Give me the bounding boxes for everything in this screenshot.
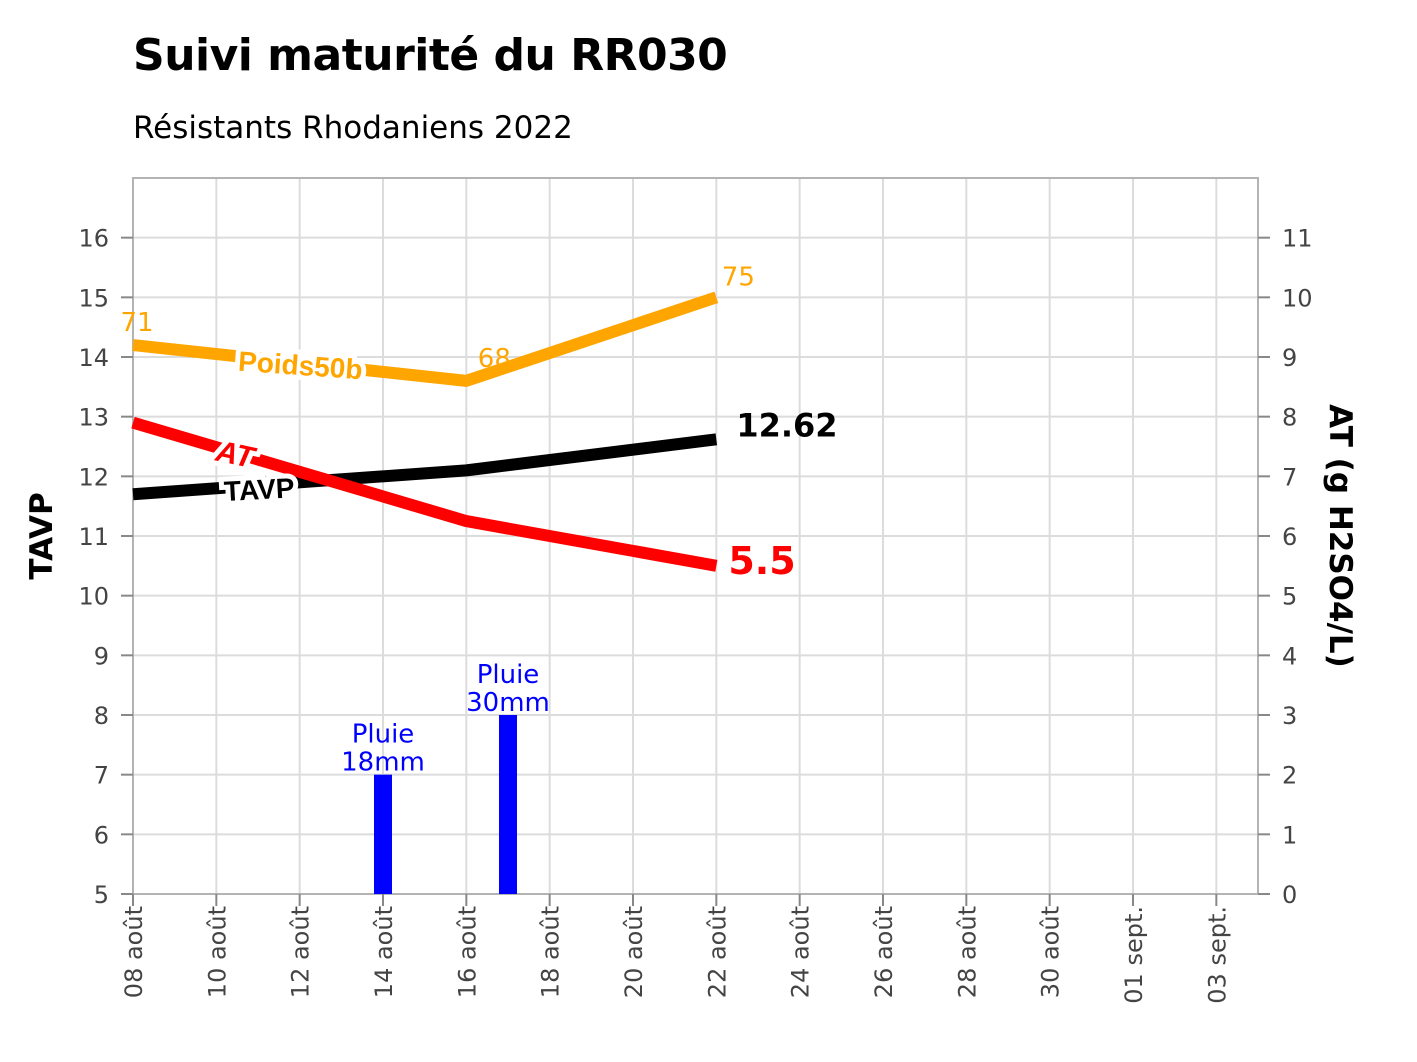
rain-bar (499, 715, 517, 894)
rain-bar (374, 774, 392, 894)
x-tick-label: 14 août (370, 906, 398, 998)
at-end-label: 5.5 (728, 539, 795, 583)
y-left-tick-label: 7 (94, 762, 109, 790)
y-left-tick-label: 8 (94, 702, 109, 730)
rain-bar-label: Pluie (352, 720, 415, 750)
y-left-tick-label: 14 (78, 344, 109, 372)
x-tick-label: 24 août (787, 906, 815, 998)
chart-subtitle: Résistants Rhodaniens 2022 (133, 110, 573, 146)
y-right-tick-label: 2 (1282, 762, 1297, 790)
x-tick-label: 26 août (870, 906, 898, 998)
poids-point-label: 68 (478, 344, 511, 374)
chart-title: Suivi maturité du RR030 (133, 30, 728, 81)
grid-lines (132, 178, 1258, 895)
y-right-tick-label: 1 (1282, 821, 1297, 849)
y-right-tick-label: 6 (1282, 523, 1297, 551)
series-line-tavp (132, 433, 718, 501)
poids-point-label: 71 (120, 308, 153, 338)
series-name-label: Poids50b (237, 346, 363, 386)
y-left-tick-label: 6 (94, 821, 109, 849)
y-left-tick-label: 5 (94, 881, 109, 909)
y-left-tick-label: 11 (78, 523, 109, 551)
x-tick-label: 01 sept. (1120, 906, 1148, 1004)
series-lines (131, 291, 719, 572)
x-tick-label: 08 août (120, 906, 148, 998)
x-tick-label: 22 août (703, 906, 731, 998)
y-left-tick-label: 16 (78, 225, 109, 253)
x-tick-label: 18 août (537, 906, 565, 998)
y-right-tick-label: 8 (1282, 404, 1297, 432)
series-name-label: TAVP (223, 472, 295, 507)
y-left-tick-label: 9 (94, 642, 109, 670)
x-tick-label: 12 août (287, 906, 315, 998)
x-tick-label: 28 août (953, 906, 981, 998)
y-left-tick-label: 10 (78, 583, 109, 611)
y-right-tick-label: 0 (1282, 881, 1297, 909)
y-left-tick-label: 15 (78, 284, 109, 312)
y-right-tick-label: 3 (1282, 702, 1297, 730)
series-name-label: AT (212, 435, 259, 476)
x-tick-label: 10 août (203, 906, 231, 998)
y-right-tick-label: 9 (1282, 344, 1297, 372)
rain-bar-value: 18mm (341, 748, 425, 778)
y-right-tick-label: 10 (1282, 284, 1313, 312)
series-line-poids50b (132, 291, 719, 387)
y-left-ticks: 5 6 7 8 9 10 11 12 13 14 15 16 (78, 225, 133, 909)
poids-point-label: 75 (722, 262, 755, 292)
rain-bar-label: Pluie (477, 660, 540, 690)
y-right-tick-label: 5 (1282, 583, 1297, 611)
rain-bar-value: 30mm (466, 688, 550, 718)
y-right-axis-label: AT (g H2SO4/L) (1322, 404, 1358, 668)
x-tick-label: 30 août (1037, 906, 1065, 998)
series-line-at (131, 416, 718, 572)
y-left-tick-label: 12 (78, 463, 109, 491)
x-tick-label: 16 août (453, 906, 481, 998)
y-right-tick-label: 7 (1282, 463, 1297, 491)
y-left-tick-label: 13 (78, 404, 109, 432)
x-ticks: 08 août 10 août 12 août 14 août 16 août 18 ao… (120, 894, 1231, 1004)
y-right-tick-label: 11 (1282, 225, 1313, 253)
y-right-ticks: 0 1 2 3 4 5 6 7 8 9 10 11 (1258, 225, 1313, 909)
y-right-tick-label: 4 (1282, 642, 1297, 670)
y-left-axis-label: TAVP (24, 492, 60, 579)
x-tick-label: 20 août (620, 906, 648, 998)
tavp-end-label: 12.62 (736, 406, 837, 444)
x-tick-label: 03 sept. (1203, 906, 1231, 1004)
